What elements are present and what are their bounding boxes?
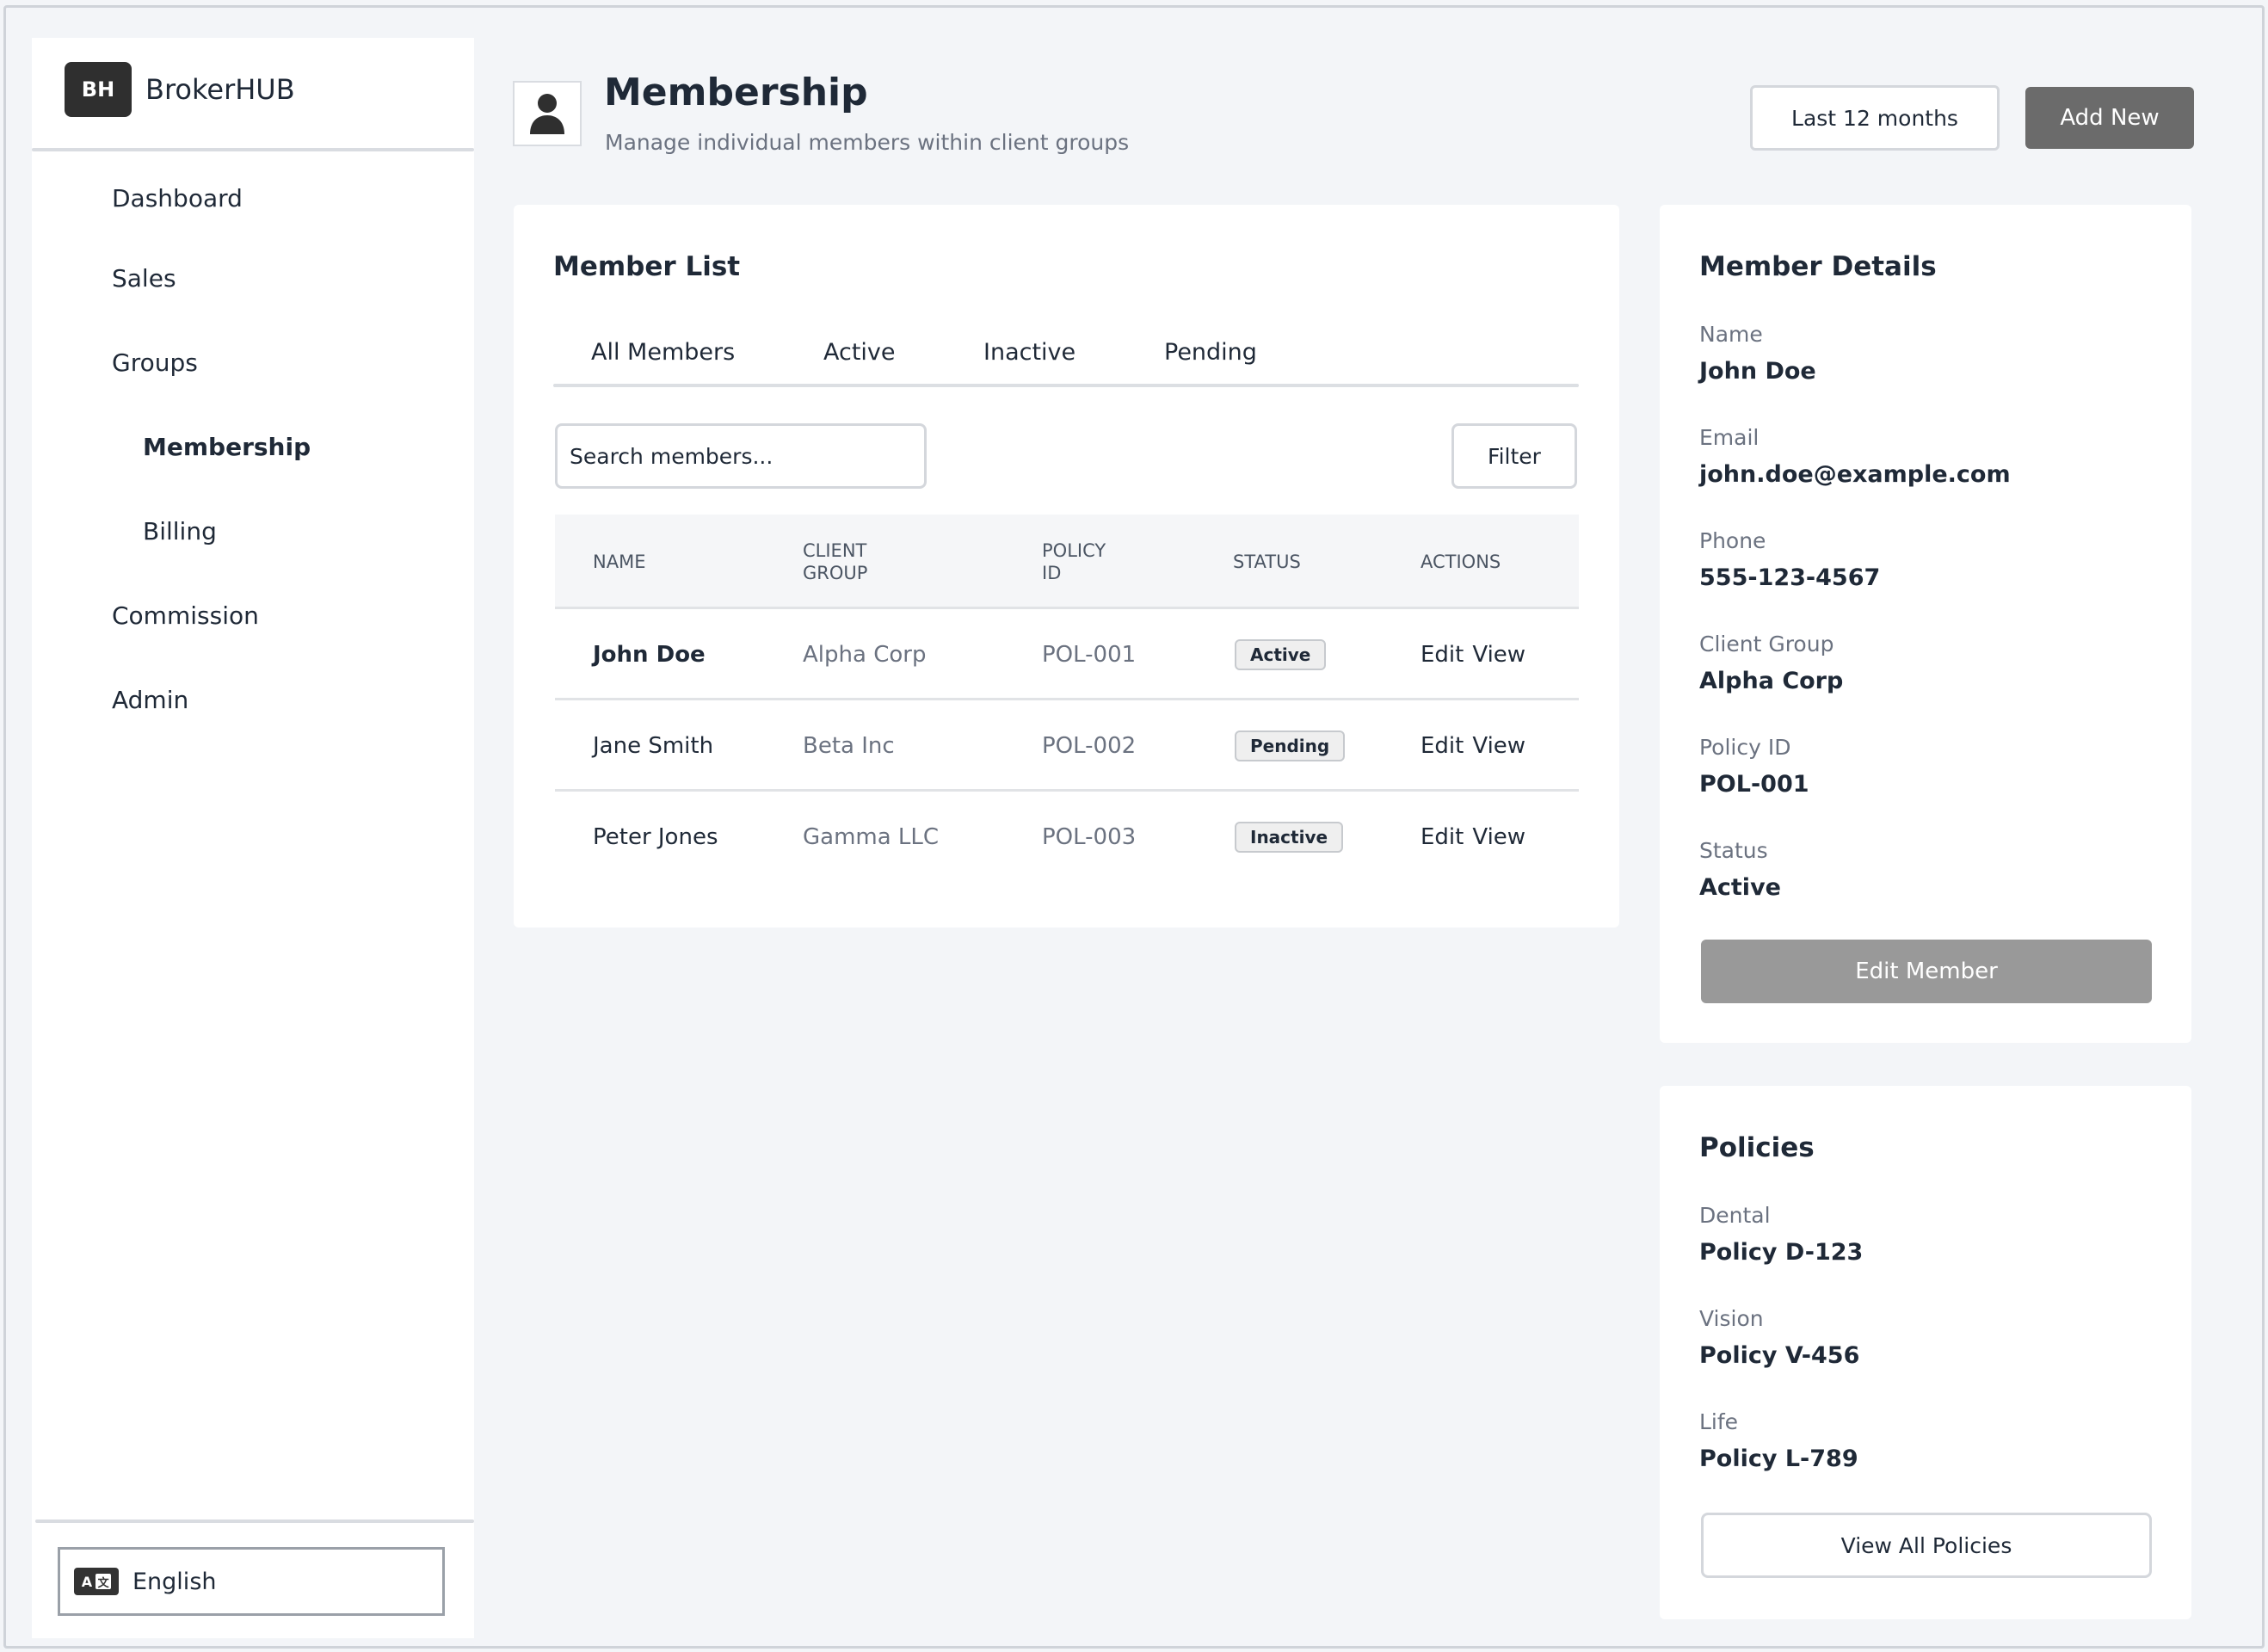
sidebar-item-commission[interactable]: Commission xyxy=(112,601,259,630)
cell-status: Active xyxy=(1235,609,1327,700)
brand[interactable]: BH BrokerHUB xyxy=(65,62,295,117)
cell-name: Jane Smith xyxy=(593,733,714,759)
sidebar-item-dashboard[interactable]: Dashboard xyxy=(112,184,243,213)
field-value-policy-id: POL-001 xyxy=(1699,771,1809,798)
cell-name: Peter Jones xyxy=(593,824,718,850)
member-details-title: Member Details xyxy=(1699,251,1937,282)
tab-pending[interactable]: Pending xyxy=(1164,339,1257,366)
member-list-title: Member List xyxy=(553,251,741,282)
edit-link[interactable]: Edit xyxy=(1421,642,1464,668)
policy-value-life: Policy L-789 xyxy=(1699,1446,1858,1472)
sidebar-item-membership[interactable]: Membership xyxy=(143,432,311,461)
cell-client-group: Alpha Corp xyxy=(803,642,927,668)
tab-all-members[interactable]: All Members xyxy=(591,339,736,366)
add-new-button[interactable]: Add New xyxy=(2025,87,2194,149)
column-header-policy-id[interactable]: POLICY ID xyxy=(1042,515,1106,609)
cell-name: John Doe xyxy=(593,642,706,668)
table-header: NAME CLIENT GROUP POLICY ID STATUS ACTIONS xyxy=(555,515,1579,609)
table-row[interactable]: Jane Smith Beta Inc POL-002 Pending Edit… xyxy=(555,700,1579,792)
table-row[interactable]: John Doe Alpha Corp POL-001 Active Edit … xyxy=(555,609,1579,700)
status-badge: Pending xyxy=(1235,730,1346,761)
cell-actions: Edit View xyxy=(1421,609,1534,700)
policies-title: Policies xyxy=(1699,1132,1815,1163)
divider xyxy=(553,384,1579,387)
member-table: NAME CLIENT GROUP POLICY ID STATUS ACTIONS… xyxy=(555,515,1579,883)
field-value-email: john.doe@example.com xyxy=(1699,461,2011,488)
sidebar-item-admin[interactable]: Admin xyxy=(112,685,189,714)
field-label-phone: Phone xyxy=(1699,528,1766,553)
policies-card: Policies Dental Policy D-123 Vision Poli… xyxy=(1660,1086,2191,1619)
member-tabs: All Members Active Inactive Pending xyxy=(553,329,1579,387)
sidebar-nav: Dashboard Sales Groups Membership Billin… xyxy=(32,184,474,742)
divider xyxy=(32,148,474,151)
divider xyxy=(35,1519,474,1523)
column-header-label: POLICY xyxy=(1042,540,1106,561)
policy-value-dental: Policy D-123 xyxy=(1699,1239,1864,1266)
member-list-card: Member List All Members Active Inactive … xyxy=(514,205,1619,928)
field-label-name: Name xyxy=(1699,322,1763,347)
sidebar: BH BrokerHUB Dashboard Sales Groups Memb… xyxy=(32,38,474,1638)
field-value-client-group: Alpha Corp xyxy=(1699,668,1844,694)
policy-label-dental: Dental xyxy=(1699,1203,1771,1228)
cell-actions: Edit View xyxy=(1421,700,1534,792)
filter-button[interactable]: Filter xyxy=(1451,423,1577,489)
search-input[interactable] xyxy=(555,423,927,489)
sidebar-item-groups[interactable]: Groups xyxy=(112,348,198,377)
view-link[interactable]: View xyxy=(1472,733,1526,759)
member-details-card: Member Details Name John Doe Email john.… xyxy=(1660,205,2191,1043)
column-header-client-group[interactable]: CLIENT GROUP xyxy=(803,515,867,609)
column-header-status[interactable]: STATUS xyxy=(1233,552,1301,572)
cell-policy-id: POL-001 xyxy=(1042,642,1137,668)
cell-client-group: Beta Inc xyxy=(803,733,895,759)
status-badge: Active xyxy=(1235,639,1327,670)
status-badge: Inactive xyxy=(1235,822,1344,853)
edit-link[interactable]: Edit xyxy=(1421,824,1464,850)
edit-link[interactable]: Edit xyxy=(1421,733,1464,759)
cell-status: Pending xyxy=(1235,700,1346,792)
policy-value-vision: Policy V-456 xyxy=(1699,1342,1860,1369)
date-range-button[interactable]: Last 12 months xyxy=(1750,85,2000,151)
table-row[interactable]: Peter Jones Gamma LLC POL-003 Inactive E… xyxy=(555,792,1579,883)
tab-inactive[interactable]: Inactive xyxy=(983,339,1076,366)
edit-member-button[interactable]: Edit Member xyxy=(1701,940,2152,1003)
policy-label-life: Life xyxy=(1699,1409,1739,1434)
cell-status: Inactive xyxy=(1235,792,1344,883)
user-icon xyxy=(513,81,582,146)
field-label-status: Status xyxy=(1699,838,1768,863)
policy-label-vision: Vision xyxy=(1699,1306,1764,1331)
field-value-phone: 555-123-4567 xyxy=(1699,564,1881,591)
cell-actions: Edit View xyxy=(1421,792,1534,883)
field-label-client-group: Client Group xyxy=(1699,632,1834,656)
page-title: Membership xyxy=(604,71,868,114)
cell-policy-id: POL-003 xyxy=(1042,824,1137,850)
field-value-name: John Doe xyxy=(1699,358,1816,385)
view-link[interactable]: View xyxy=(1472,824,1526,850)
column-header-label: CLIENT xyxy=(803,540,867,561)
app-name: BrokerHUB xyxy=(145,73,295,106)
column-header-name[interactable]: NAME xyxy=(593,552,646,572)
logo: BH xyxy=(65,62,132,117)
tab-active[interactable]: Active xyxy=(823,339,896,366)
column-header-actions: ACTIONS xyxy=(1421,552,1501,572)
column-header-label: ID xyxy=(1042,563,1062,583)
language-label: English xyxy=(133,1568,217,1595)
cell-policy-id: POL-002 xyxy=(1042,733,1137,759)
view-all-policies-button[interactable]: View All Policies xyxy=(1701,1513,2152,1578)
page-subtitle: Manage individual members within client … xyxy=(605,130,1130,155)
field-label-policy-id: Policy ID xyxy=(1699,735,1791,760)
cell-client-group: Gamma LLC xyxy=(803,824,940,850)
field-value-status: Active xyxy=(1699,874,1781,901)
sidebar-item-sales[interactable]: Sales xyxy=(112,263,176,293)
column-header-label: GROUP xyxy=(803,563,868,583)
sidebar-item-billing[interactable]: Billing xyxy=(143,516,217,546)
field-label-email: Email xyxy=(1699,425,1760,450)
view-link[interactable]: View xyxy=(1472,642,1526,668)
